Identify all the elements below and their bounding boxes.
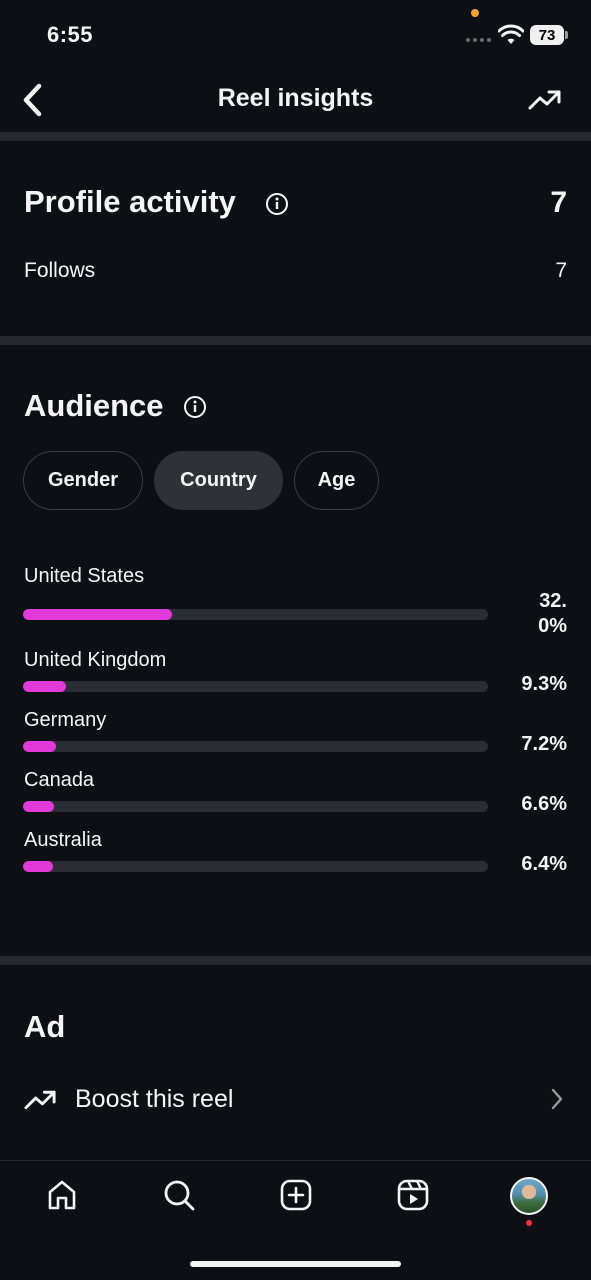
ad-title: Ad (24, 1009, 66, 1044)
country-percent: 6.4% (521, 853, 567, 875)
privacy-indicator-dot (471, 9, 479, 17)
country-label: United Kingdom (24, 649, 167, 671)
tab-country[interactable]: Country (154, 451, 283, 510)
status-time: 6:55 (47, 22, 94, 47)
notification-dot (526, 1220, 532, 1226)
trending-up-icon (24, 1090, 56, 1110)
country-percent: 6.6% (521, 793, 567, 815)
follows-value: 7 (555, 259, 567, 282)
section-divider (0, 132, 591, 141)
nav-search-button[interactable] (159, 1175, 199, 1215)
country-bar-track (23, 609, 488, 620)
profile-activity-title: Profile activity (24, 184, 236, 219)
country-bar-fill (23, 741, 57, 752)
country-bar-track (23, 801, 488, 812)
country-bar-fill (23, 609, 172, 620)
trending-up-icon (528, 90, 561, 110)
cellular-signal-icon (466, 38, 491, 42)
nav-divider (0, 1160, 591, 1161)
battery-tip (565, 31, 568, 39)
nav-profile-avatar[interactable] (510, 1177, 548, 1215)
chevron-right-icon (551, 1088, 563, 1110)
home-icon (48, 1180, 76, 1210)
chevron-left-icon (23, 83, 42, 117)
boost-reel-label[interactable]: Boost this reel (75, 1085, 234, 1113)
country-bar-track (23, 681, 488, 692)
section-divider (0, 336, 591, 345)
country-bar-fill (23, 861, 53, 872)
nav-create-button[interactable] (276, 1175, 316, 1215)
create-icon (280, 1179, 312, 1211)
country-bar-track (23, 741, 488, 752)
country-label: Australia (24, 829, 102, 851)
reels-icon (397, 1179, 429, 1211)
country-bar-fill (23, 801, 54, 812)
country-bar-track (23, 861, 488, 872)
follows-label: Follows (24, 259, 96, 282)
audience-title: Audience (24, 388, 164, 423)
battery-icon: 73 (530, 25, 564, 45)
tab-gender[interactable]: Gender (23, 451, 143, 510)
home-indicator (190, 1261, 401, 1267)
nav-home-button[interactable] (42, 1175, 82, 1215)
profile-activity-total: 7 (550, 186, 567, 219)
section-divider (0, 956, 591, 965)
page-title: Reel insights (217, 84, 374, 112)
search-icon (164, 1180, 195, 1211)
nav-reels-button[interactable] (393, 1175, 433, 1215)
country-label: Canada (24, 769, 95, 791)
info-icon[interactable] (265, 192, 289, 216)
country-percent: 32.0% (538, 590, 567, 637)
country-label: United States (24, 565, 145, 587)
info-icon[interactable] (183, 395, 207, 419)
back-button[interactable] (14, 80, 50, 120)
country-label: Germany (24, 709, 107, 731)
country-bar-fill (23, 681, 67, 692)
tab-age[interactable]: Age (294, 451, 379, 510)
wifi-icon (498, 24, 524, 44)
insights-trend-button[interactable] (526, 82, 564, 118)
country-percent: 9.3% (521, 673, 567, 695)
country-percent: 7.2% (521, 733, 567, 755)
